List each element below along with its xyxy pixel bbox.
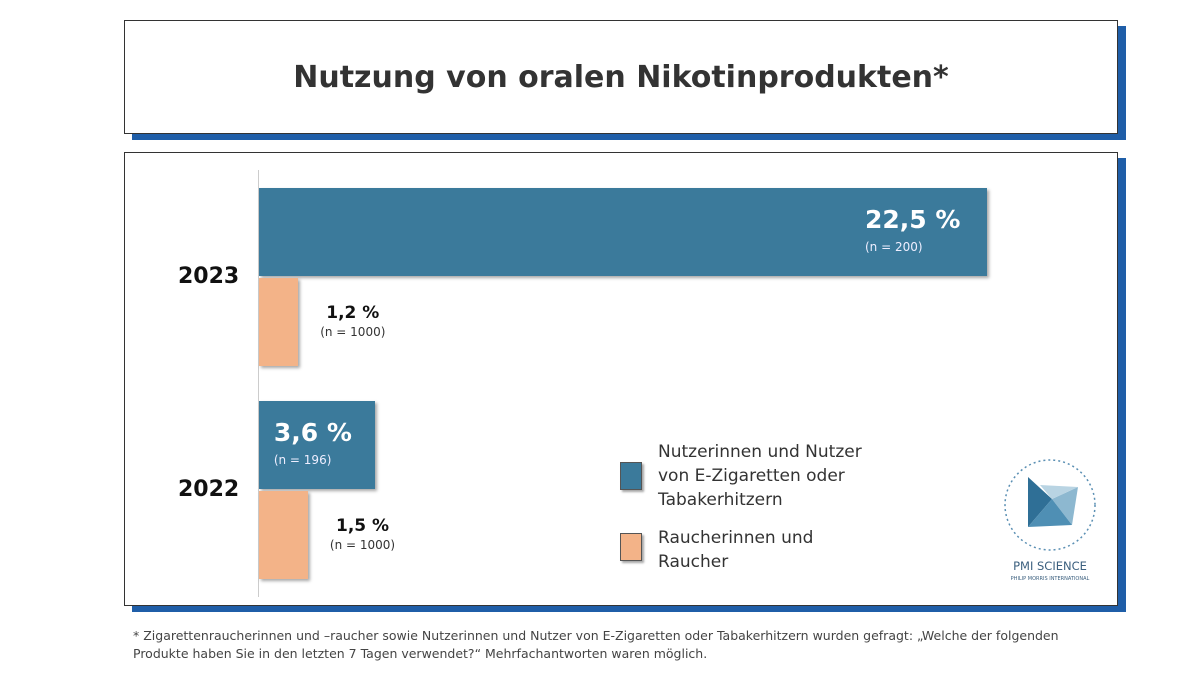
bar xyxy=(259,491,308,579)
logo-subtitle: PHILIP MORRIS INTERNATIONAL xyxy=(1011,576,1090,582)
chart-title: Nutzung von oralen Nikotinprodukten* xyxy=(293,59,949,95)
bar xyxy=(259,278,298,366)
legend-swatch xyxy=(620,533,642,561)
legend-swatch xyxy=(620,462,642,490)
footnote: * Zigarettenraucherinnen und –raucher so… xyxy=(133,628,1059,661)
legend-label: Raucherinnen und Raucher xyxy=(658,528,814,572)
category-label: 2022 xyxy=(178,477,240,502)
logo-title: PMI SCIENCE xyxy=(1013,559,1087,573)
sample-label: (n = 1000) xyxy=(320,325,386,339)
axis-line xyxy=(258,170,259,597)
value-label: 3,6 % xyxy=(273,418,352,447)
sample-label: (n = 200) xyxy=(865,240,923,254)
title-box: Nutzung von oralen Nikotinprodukten* xyxy=(124,20,1118,134)
sample-label: (n = 1000) xyxy=(329,538,396,552)
bar xyxy=(259,188,987,276)
value-label: 22,5 % xyxy=(865,205,961,234)
value-label: 1,2 % xyxy=(326,303,380,323)
category-label: 2023 xyxy=(178,264,240,289)
logo: PMI SCIENCE PHILIP MORRIS INTERNATIONAL xyxy=(1004,459,1096,582)
bar xyxy=(259,401,376,489)
sample-label: (n = 196) xyxy=(273,453,332,467)
legend-label: Nutzerinnen und Nutzer von E-Zigaretten … xyxy=(658,442,862,510)
value-label: 1,5 % xyxy=(335,516,390,536)
